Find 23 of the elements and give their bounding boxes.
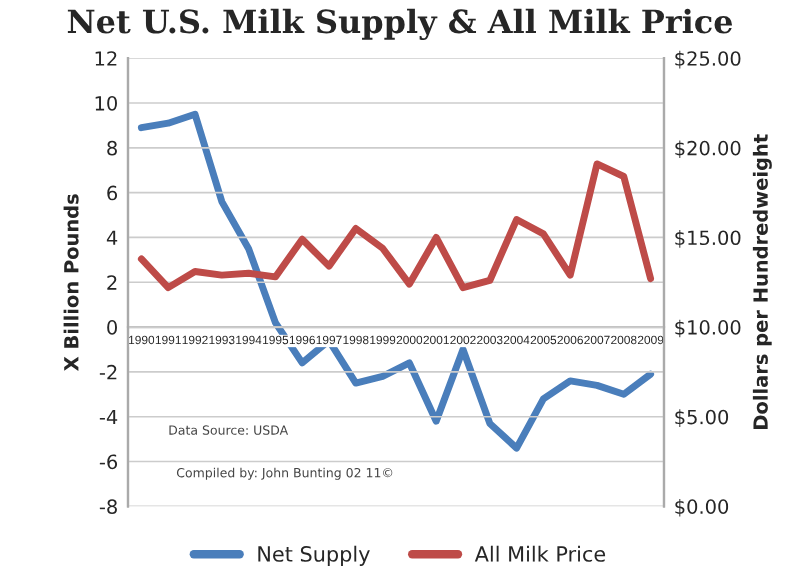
line-series xyxy=(137,160,655,292)
y-tick-label: 6 xyxy=(107,185,118,201)
y2-axis-title: Dollars per Hundredweight xyxy=(752,134,772,429)
y-tick-label: -2 xyxy=(99,364,117,380)
y2-tick-label: $5.00 xyxy=(675,409,729,427)
y-tick-label: 0 xyxy=(107,320,117,335)
y-tick-label: 4 xyxy=(106,230,118,245)
y-axis-title: X Billion Pounds xyxy=(63,194,79,371)
y2-tick-label: $15.00 xyxy=(675,230,741,248)
y-tick-label: -4 xyxy=(99,409,118,425)
legend-label: Net Supply xyxy=(258,545,370,566)
y-tick-label: 8 xyxy=(107,140,117,156)
y2-tick-label: $0.00 xyxy=(675,498,729,517)
y2-tick-label: $25.00 xyxy=(675,50,741,69)
legend-label: All Milk Price xyxy=(474,545,606,562)
y-tick-label: 2 xyxy=(107,275,117,290)
y-tick-label: -8 xyxy=(99,499,117,514)
y2-tick-label: $10.00 xyxy=(675,319,741,338)
y-tick-label: -6 xyxy=(99,454,118,470)
y-tick-label: 12 xyxy=(95,51,117,66)
y2-tick-label: $20.00 xyxy=(675,140,741,159)
y-tick-label: 10 xyxy=(95,95,117,111)
chart-title: Net U.S. Milk Supply & All Milk Price xyxy=(67,8,733,41)
